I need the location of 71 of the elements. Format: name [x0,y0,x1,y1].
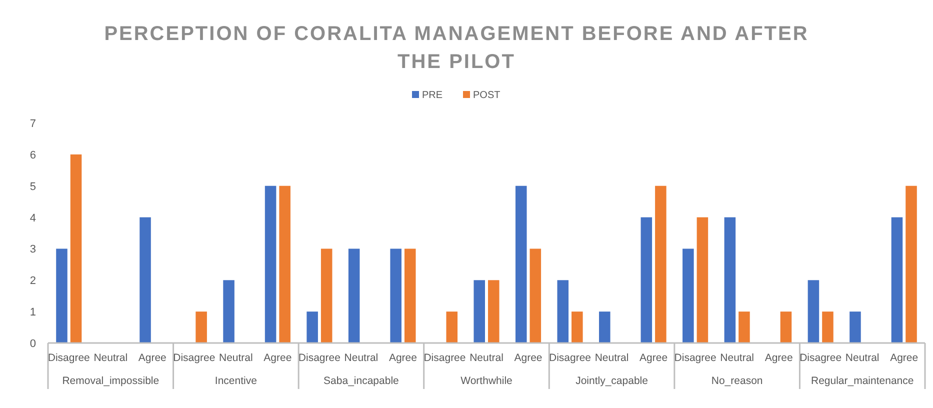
text: Removal_impossible [62,375,160,387]
x-tick-label: Agree [764,352,793,364]
bar [808,280,820,343]
bar [696,217,708,343]
bar [279,186,290,343]
x-tick-label: Neutral [219,352,253,364]
text: Regular_maintenance [810,375,914,387]
chart-title: PERCEPTION OF CORALITA MANAGEMENT BEFORE AND AFTER THE PILOT [104,23,809,73]
legend-label: PRE [422,90,443,101]
x-tick-label: Agree [890,352,918,364]
bar [572,312,583,343]
bar [530,248,542,343]
x-tick-label: Neutral [845,352,880,364]
bar [306,312,318,343]
x-tick-label: Neutral [594,352,629,364]
text: Jointly_capable [576,375,648,387]
x-tick-label: Disagree [298,352,341,364]
x-tick-label: Disagree [424,352,466,364]
bar [223,280,234,343]
bar [264,186,276,343]
y-tick-label: 4 [30,212,36,224]
bar [140,217,151,343]
bar [390,248,402,343]
text: Worthwhile [460,375,513,387]
x-tick-label: Disagree [173,352,216,364]
bar [850,312,861,343]
bar [682,248,694,343]
x-tick-label: Neutral [470,352,504,364]
y-tick-label: 7 [30,118,36,130]
text: Saba_incapable [324,375,400,387]
y-tick-label: 2 [30,275,36,288]
x-tick-label: Disagree [549,352,592,364]
bar [738,312,750,343]
bar [724,217,736,343]
bar [891,217,903,343]
bar [196,312,207,343]
y-tick-label: 1 [30,306,36,319]
text: No_reason [711,375,763,387]
legend-label: POST [473,90,500,101]
x-tick-label: Neutral [720,352,754,364]
bar [404,248,416,343]
bar [655,186,666,343]
bar [488,280,500,343]
x-tick-label: Neutral [344,352,378,364]
y-tick-label: 3 [30,244,36,256]
bar [906,186,917,343]
bar [70,154,82,343]
x-tick-label: Agree [640,352,668,364]
bar [56,248,68,343]
bar [446,312,458,343]
text: Incentive [214,375,258,387]
bar [515,186,527,343]
bar [320,248,332,343]
x-tick-label: Disagree [674,352,716,364]
x-tick-label: Agree [264,352,292,364]
x-tick-label: Agree [388,352,418,364]
y-tick-label: 6 [30,149,36,162]
x-tick-label: Agree [138,352,167,364]
x-tick-label: Agree [514,352,542,364]
bar [557,280,569,343]
bar [599,312,610,343]
bar [822,312,834,343]
x-tick-label: Disagree [800,352,842,364]
y-tick-label: 5 [30,180,36,193]
x-tick-label: Neutral [94,352,128,364]
x-tick-label: Disagree [48,352,90,364]
bar [640,217,652,343]
bar [348,248,360,343]
bar [780,312,792,343]
bar [474,280,485,343]
y-tick-label: 0 [30,338,36,350]
